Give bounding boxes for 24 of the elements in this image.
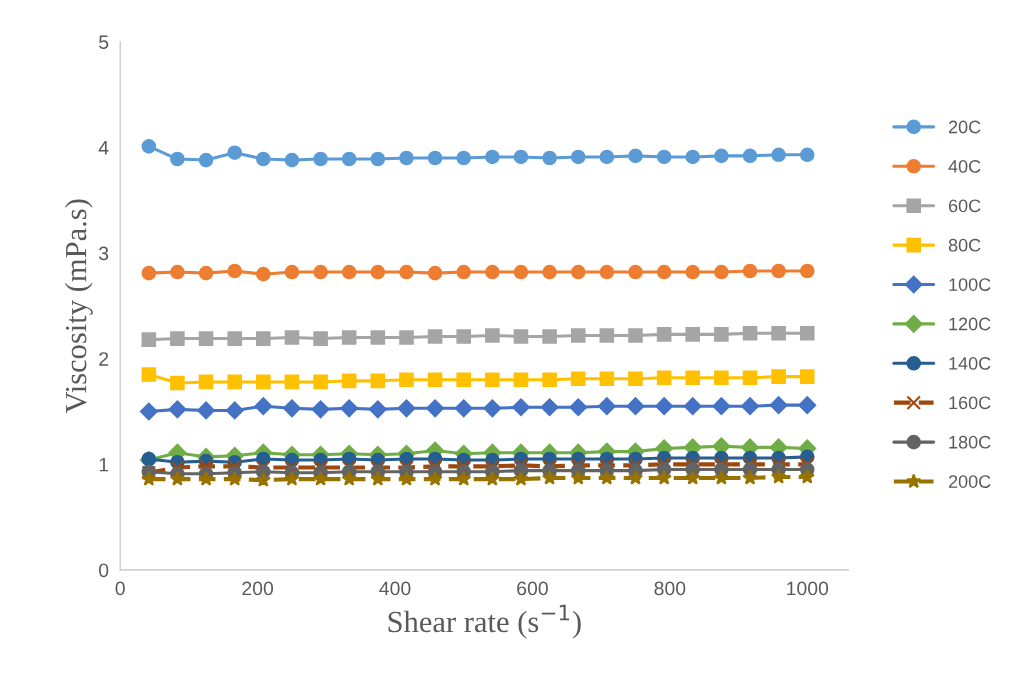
y-tick-label: 2 <box>99 352 109 366</box>
legend-label: 160C <box>949 396 991 410</box>
y-tick-label: 1 <box>99 457 109 472</box>
x-tick-label: 200 <box>242 581 274 596</box>
legend-label: 80C <box>948 238 981 252</box>
legend-label: 200C <box>948 475 991 488</box>
legend-label: 120C <box>949 317 991 331</box>
legend-label: 60C <box>948 199 981 213</box>
x-axis-title: Shear rate (s$^{−1}$) <box>388 604 581 639</box>
x-tick-label: 400 <box>379 581 411 596</box>
x-tick-label: 800 <box>654 581 686 596</box>
legend-label: 100C <box>949 278 991 291</box>
legend-label: 20C <box>948 120 981 134</box>
x-tick-label: 0 <box>115 581 125 596</box>
y-tick-label: 0 <box>99 563 109 578</box>
y-tick-label: 3 <box>98 246 109 261</box>
x-tick-label: 600 <box>517 581 548 596</box>
legend-label: 40C <box>948 160 981 173</box>
y-tick-label: 5 <box>99 35 109 50</box>
x-tick-label: 1000 <box>787 581 829 596</box>
y-tick-label: 4 <box>98 141 109 155</box>
y-axis-title: Viscosity (mPa.s) <box>64 199 93 414</box>
legend-label: 180C <box>949 435 991 449</box>
legend-label: 140C <box>949 357 991 370</box>
